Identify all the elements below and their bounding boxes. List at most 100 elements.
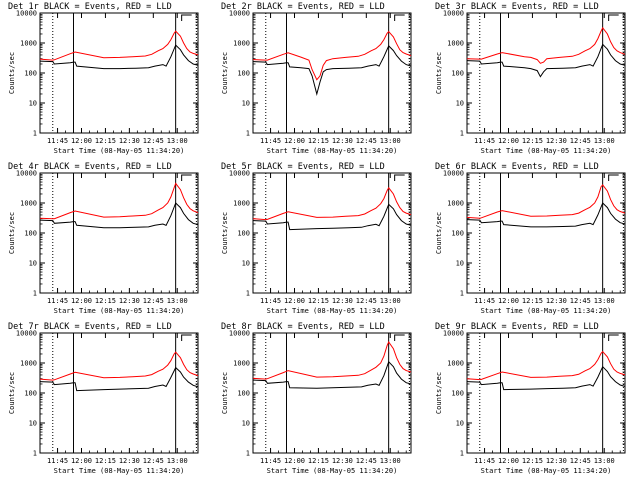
x-tick-label: 11:45 xyxy=(474,137,495,145)
panel-title: Det 7r BLACK = Events, RED = LLD xyxy=(8,322,172,332)
x-axis-label: Start Time (08-May-05 11:34:20) xyxy=(267,147,398,155)
panel-title: Det 6r BLACK = Events, RED = LLD xyxy=(435,162,599,172)
x-axis-label: Start Time (08-May-05 11:34:20) xyxy=(54,307,185,315)
events-curve xyxy=(39,366,199,392)
x-tick-label: 12:30 xyxy=(119,297,140,305)
panel-det-4: Det 4r BLACK = Events, RED = LLD 1 10 100 10… xyxy=(8,162,199,315)
y-axis-label: Counts/sec xyxy=(8,52,16,94)
x-tick-label: 13:00 xyxy=(167,457,188,465)
x-tick-label: 13:00 xyxy=(380,457,401,465)
x-tick-label: 13:00 xyxy=(380,137,401,145)
panel-det-7: Det 7r BLACK = Events, RED = LLD 1 10 100 10… xyxy=(8,322,199,475)
y-tick-label: 10 xyxy=(456,100,464,108)
y-tick-label: 100 xyxy=(237,70,250,78)
y-tick-label: 10 xyxy=(29,260,37,268)
y-tick-label: 1000 xyxy=(20,40,37,48)
lld-curve xyxy=(466,184,626,219)
x-tick-label: 12:30 xyxy=(119,137,140,145)
y-tick-label: 10000 xyxy=(16,330,37,338)
panel-title: Det 3r BLACK = Events, RED = LLD xyxy=(435,2,599,12)
x-tick-label: 12:15 xyxy=(522,457,543,465)
x-tick-label: 12:45 xyxy=(356,297,377,305)
events-curve xyxy=(39,44,199,70)
y-tick-label: 10 xyxy=(29,420,37,428)
lld-curve xyxy=(39,30,199,61)
x-tick-label: 12:15 xyxy=(95,457,116,465)
x-tick-label: 11:45 xyxy=(474,297,495,305)
x-tick-label: 11:45 xyxy=(260,297,281,305)
interval-bracket xyxy=(608,174,619,181)
x-tick-label: 12:45 xyxy=(143,297,164,305)
y-tick-label: 100 xyxy=(451,230,464,238)
y-tick-label: 1 xyxy=(33,450,37,458)
y-tick-label: 1 xyxy=(460,450,464,458)
panel-title: Det 8r BLACK = Events, RED = LLD xyxy=(221,322,385,332)
y-tick-label: 100 xyxy=(24,390,37,398)
panel-title: Det 1r BLACK = Events, RED = LLD xyxy=(8,2,172,12)
y-tick-label: 1 xyxy=(460,130,464,138)
x-tick-label: 12:45 xyxy=(143,457,164,465)
x-tick-label: 13:00 xyxy=(167,297,188,305)
plot-frame xyxy=(39,172,199,294)
x-axis-label: Start Time (08-May-05 11:34:20) xyxy=(267,467,398,475)
interval-bracket xyxy=(394,174,405,181)
y-tick-label: 100 xyxy=(451,70,464,78)
y-axis-label: Counts/sec xyxy=(221,372,229,414)
x-tick-label: 12:00 xyxy=(284,137,305,145)
x-tick-label: 13:00 xyxy=(594,457,615,465)
y-tick-label: 1 xyxy=(33,130,37,138)
plot-frame xyxy=(466,172,626,294)
x-tick-label: 11:45 xyxy=(260,457,281,465)
lld-curve xyxy=(252,340,412,380)
interval-bracket xyxy=(181,334,192,341)
y-axis-label: Counts/sec xyxy=(8,372,16,414)
plot-frame xyxy=(252,12,412,134)
events-curve xyxy=(466,365,626,391)
panel-det-5: Det 5r BLACK = Events, RED = LLD 1 10 100 10… xyxy=(221,162,412,315)
x-tick-label: 12:15 xyxy=(522,297,543,305)
interval-bracket xyxy=(394,334,405,341)
panel-det-3: Det 3r BLACK = Events, RED = LLD 1 10 100 10… xyxy=(435,2,626,155)
x-tick-label: 11:45 xyxy=(47,457,68,465)
panel-det-2: Det 2r BLACK = Events, RED = LLD 1 10 100 10… xyxy=(221,2,412,155)
interval-bracket xyxy=(181,174,192,181)
x-tick-label: 12:00 xyxy=(71,137,92,145)
x-tick-label: 12:30 xyxy=(332,297,353,305)
interval-bracket xyxy=(394,14,405,21)
y-tick-label: 10000 xyxy=(16,10,37,18)
y-tick-label: 1000 xyxy=(447,360,464,368)
events-curve xyxy=(466,43,626,78)
x-tick-label: 11:45 xyxy=(47,297,68,305)
x-tick-label: 12:15 xyxy=(308,137,329,145)
y-tick-label: 10000 xyxy=(229,330,250,338)
x-tick-label: 13:00 xyxy=(167,137,188,145)
y-tick-label: 10000 xyxy=(229,170,250,178)
events-curve xyxy=(252,203,412,231)
events-curve xyxy=(39,202,199,229)
interval-bracket xyxy=(608,334,619,341)
panel-title: Det 4r BLACK = Events, RED = LLD xyxy=(8,162,172,172)
y-tick-label: 10000 xyxy=(16,170,37,178)
x-tick-label: 12:45 xyxy=(143,137,164,145)
y-tick-label: 10 xyxy=(242,260,250,268)
x-tick-label: 12:15 xyxy=(95,297,116,305)
y-axis-label: Counts/sec xyxy=(435,372,443,414)
x-tick-label: 12:00 xyxy=(498,137,519,145)
y-axis-label: Counts/sec xyxy=(221,212,229,254)
x-tick-label: 12:30 xyxy=(546,457,567,465)
y-tick-label: 1 xyxy=(246,450,250,458)
x-tick-label: 12:30 xyxy=(546,137,567,145)
x-tick-label: 13:00 xyxy=(380,297,401,305)
y-axis-label: Counts/sec xyxy=(221,52,229,94)
events-curve xyxy=(252,45,412,96)
interval-bracket xyxy=(181,14,192,21)
y-tick-label: 1 xyxy=(246,290,250,298)
y-tick-label: 10000 xyxy=(229,10,250,18)
lld-curve xyxy=(252,186,412,221)
lld-curve xyxy=(39,351,199,381)
panel-det-8: Det 8r BLACK = Events, RED = LLD 1 10 100 10… xyxy=(221,322,412,475)
events-curve xyxy=(466,202,626,228)
y-tick-label: 1000 xyxy=(20,360,37,368)
x-tick-label: 12:45 xyxy=(356,457,377,465)
